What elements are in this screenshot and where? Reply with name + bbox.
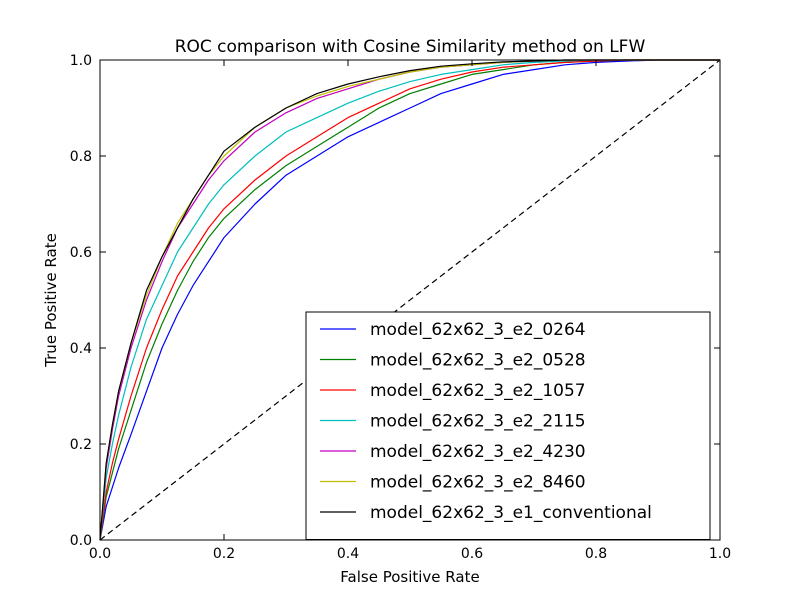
chance-diagonal-line: [99, 59, 721, 541]
series-line-3: [99, 59, 720, 541]
legend-label-1: model_62x62_3_e2_0264: [370, 320, 586, 340]
legend-label-7: model_62x62_3_e1_conventional: [370, 503, 652, 523]
axis-ticks: 0.0 0.2 0.4 0.6 0.8 1.0 0.0 0.2 0.4 0.6 0.8 1.0: [70, 53, 731, 562]
y-tick-label: 0.8: [70, 149, 92, 165]
legend-label-2: model_62x62_3_e2_0528: [370, 351, 586, 371]
x-tick-label: 1.0: [709, 546, 731, 562]
x-tick-label: 0.4: [337, 546, 359, 562]
legend-label-3: model_62x62_3_e2_1057: [370, 381, 586, 401]
legend-label-4: model_62x62_3_e2_2115: [370, 412, 586, 432]
y-axis-label: True Positive Rate: [42, 233, 60, 368]
y-tick-label: 0.6: [70, 245, 92, 261]
y-tick-label: 0.0: [70, 533, 92, 549]
x-tick-label: 0.8: [585, 546, 607, 562]
y-tick-label: 0.2: [70, 437, 92, 453]
legend: model_62x62_3_e2_0264 model_62x62_3_e2_05…: [305, 311, 711, 540]
x-axis-label: False Positive Rate: [340, 568, 479, 586]
legend-label-6: model_62x62_3_e2_8460: [370, 473, 586, 493]
series-line-1: [99, 59, 720, 541]
x-tick-label: 0.6: [461, 546, 483, 562]
series-line-4: [99, 59, 720, 541]
y-tick-label: 0.4: [70, 341, 92, 357]
x-tick-label: 0.2: [213, 546, 235, 562]
x-tick-label: 0.0: [89, 546, 111, 562]
legend-box: [305, 311, 711, 540]
y-tick-label: 1.0: [70, 53, 92, 69]
chart-title: ROC comparison with Cosine Similarity me…: [175, 37, 646, 57]
legend-label-5: model_62x62_3_e2_4230: [370, 442, 586, 462]
